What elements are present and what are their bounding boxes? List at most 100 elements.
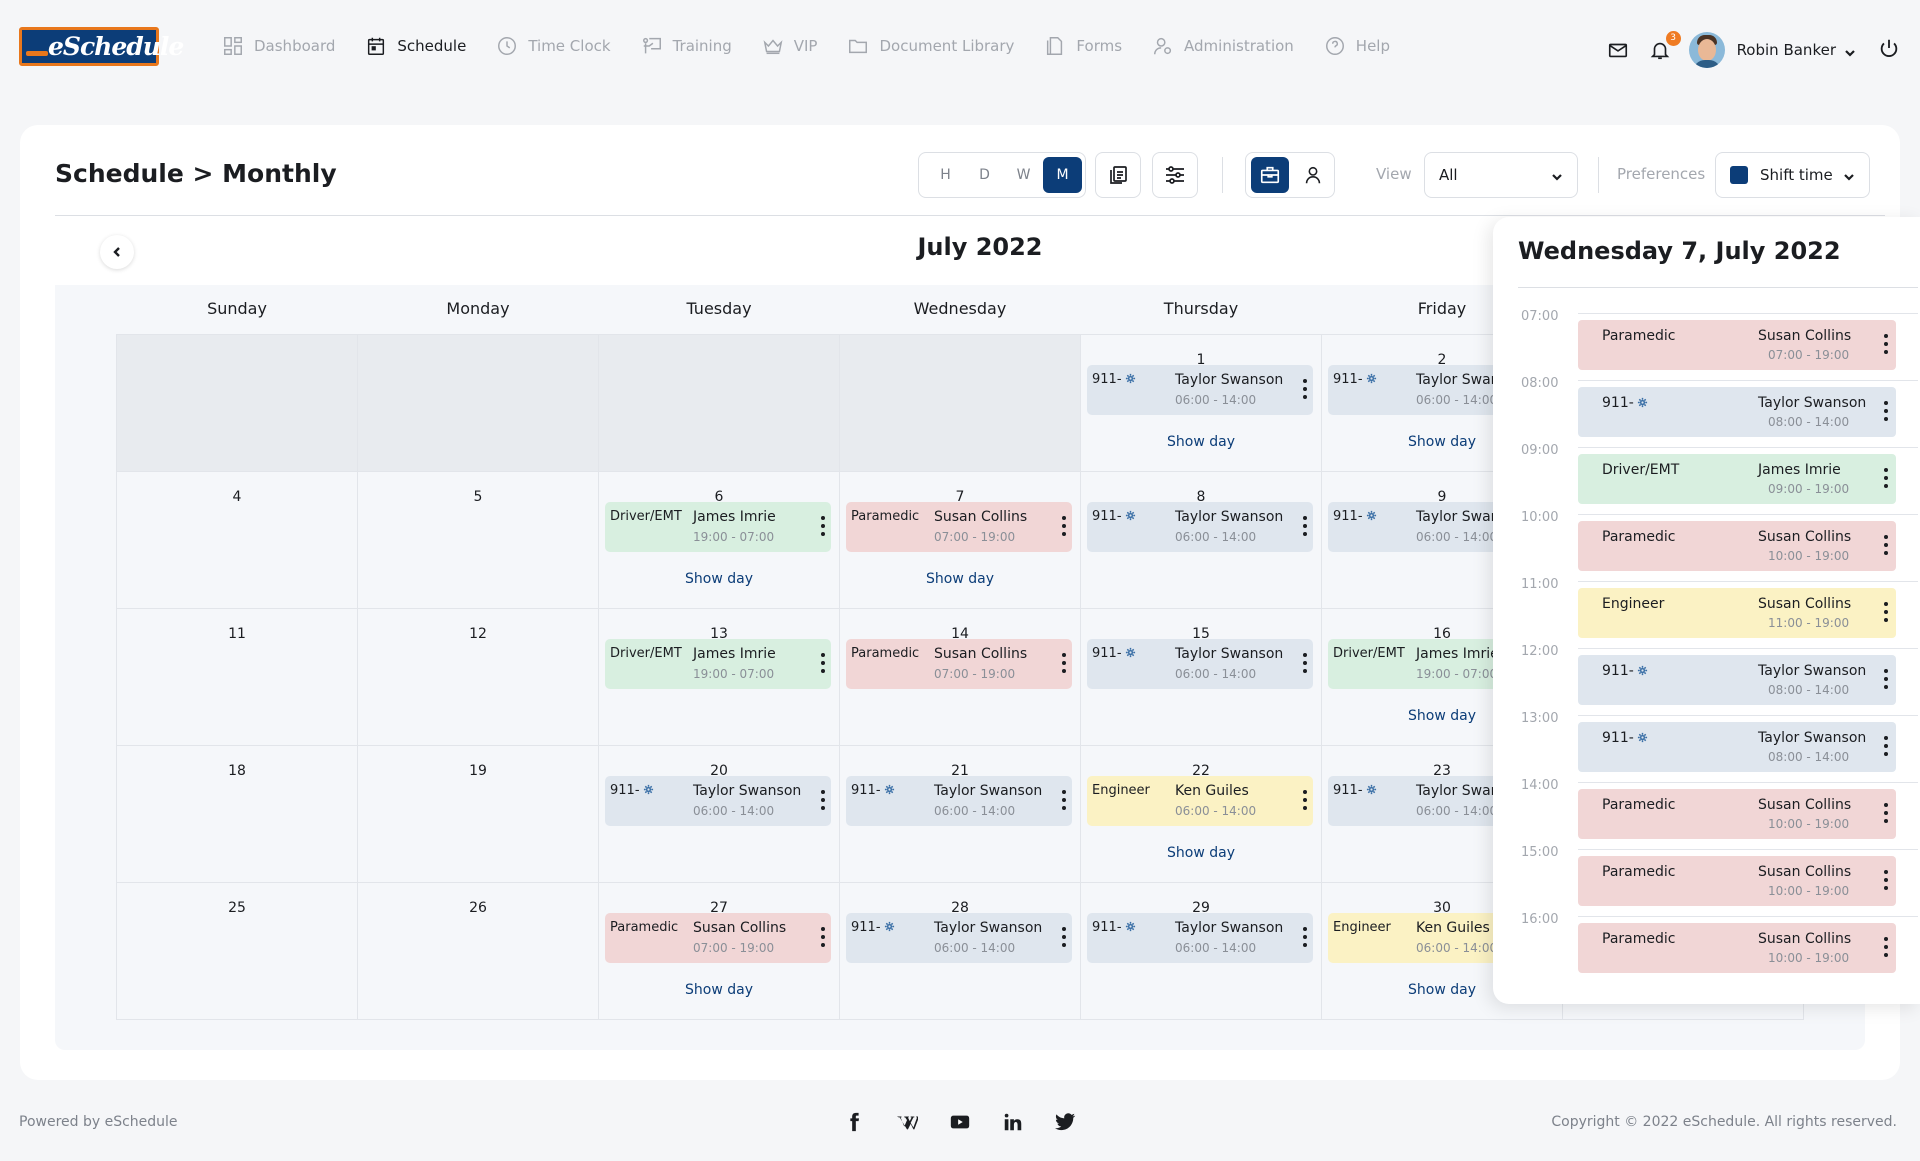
calendar-day-cell[interactable]: 14 Paramedic Susan Collins 07:00 - 19:00 — [840, 609, 1081, 746]
calendar-day-cell[interactable]: 29 911- Taylor Swanson 06:00 - 14:00 — [1081, 883, 1322, 1020]
show-day-link[interactable]: Show day — [1408, 434, 1476, 450]
day-shift-chip[interactable]: Engineer Susan Collins 11:00 - 19:00 — [1578, 588, 1896, 638]
facebook-icon[interactable] — [840, 1108, 868, 1136]
day-shift-chip[interactable]: Paramedic Susan Collins 10:00 - 19:00 — [1578, 923, 1896, 973]
more-options-icon[interactable] — [1303, 927, 1307, 949]
day-shift-chip[interactable]: 911- Taylor Swanson 08:00 - 14:00 — [1578, 655, 1896, 705]
more-options-icon[interactable] — [1303, 790, 1307, 812]
briefcase-toggle[interactable] — [1251, 157, 1289, 193]
more-options-icon[interactable] — [1884, 803, 1888, 825]
shift-chip[interactable]: Paramedic Susan Collins 07:00 - 19:00 — [846, 639, 1072, 689]
more-options-icon[interactable] — [1884, 736, 1888, 758]
user-name[interactable]: Robin Banker — [1736, 41, 1836, 59]
avatar[interactable] — [1688, 32, 1725, 68]
more-options-icon[interactable] — [1303, 653, 1307, 675]
messages-button[interactable] — [1605, 37, 1631, 63]
day-shift-chip[interactable]: 911- Taylor Swanson 08:00 - 14:00 — [1578, 387, 1896, 437]
nav-time-clock[interactable]: Time Clock — [496, 35, 611, 57]
show-day-link[interactable]: Show day — [685, 571, 753, 587]
more-options-icon[interactable] — [1303, 516, 1307, 538]
nav-document-library[interactable]: Document Library — [847, 35, 1014, 57]
linkedin-icon[interactable] — [999, 1108, 1027, 1136]
notifications-button[interactable]: 3 — [1647, 31, 1681, 63]
calendar-day-cell[interactable]: 15 911- Taylor Swanson 06:00 - 14:00 — [1081, 609, 1322, 746]
calendar-day-cell[interactable]: 7 Paramedic Susan Collins 07:00 - 19:00 Show… — [840, 472, 1081, 609]
view-mode-month[interactable]: M — [1043, 157, 1082, 193]
calendar-day-cell[interactable]: 18 — [117, 746, 358, 883]
shift-chip[interactable]: 911- Taylor Swanson 06:00 - 14:00 — [1087, 913, 1313, 963]
more-options-icon[interactable] — [1884, 937, 1888, 959]
calendar-day-cell[interactable]: 11 — [117, 609, 358, 746]
calendar-day-cell[interactable]: 28 911- Taylor Swanson 06:00 - 14:00 — [840, 883, 1081, 1020]
more-options-icon[interactable] — [821, 927, 825, 949]
nav-dashboard[interactable]: Dashboard — [222, 35, 335, 57]
calendar-day-cell[interactable]: 25 — [117, 883, 358, 1020]
more-options-icon[interactable] — [1884, 468, 1888, 490]
calendar-day-cell[interactable]: 5 — [358, 472, 599, 609]
more-options-icon[interactable] — [821, 653, 825, 675]
day-shift-chip[interactable]: Driver/EMT James Imrie 09:00 - 19:00 — [1578, 454, 1896, 504]
view-mode-week[interactable]: W — [1016, 167, 1031, 183]
day-shift-chip[interactable]: Paramedic Susan Collins 07:00 - 19:00 — [1578, 320, 1896, 370]
shift-chip[interactable]: Driver/EMT James Imrie 19:00 - 07:00 — [605, 502, 831, 552]
nav-training[interactable]: Training — [641, 35, 732, 57]
shift-chip[interactable]: Driver/EMT James Imrie 19:00 - 07:00 — [605, 639, 831, 689]
calendar-day-cell[interactable]: 8 911- Taylor Swanson 06:00 - 14:00 — [1081, 472, 1322, 609]
shift-chip[interactable]: 911- Taylor Swanson 06:00 - 14:00 — [846, 776, 1072, 826]
person-toggle[interactable] — [1294, 157, 1332, 193]
more-options-icon[interactable] — [1884, 334, 1888, 356]
more-options-icon[interactable] — [1884, 870, 1888, 892]
preferences-select[interactable]: Shift time — [1715, 152, 1870, 198]
view-mode-day[interactable]: D — [979, 167, 990, 183]
shift-chip[interactable]: 911- Taylor Swanson 06:00 - 14:00 — [846, 913, 1072, 963]
shift-chip[interactable]: Paramedic Susan Collins 07:00 - 19:00 — [846, 502, 1072, 552]
view-select[interactable]: All — [1424, 152, 1578, 198]
more-options-icon[interactable] — [1884, 669, 1888, 691]
more-options-icon[interactable] — [1062, 516, 1066, 538]
day-shift-chip[interactable]: Paramedic Susan Collins 10:00 - 19:00 — [1578, 521, 1896, 571]
nav-administration[interactable]: Administration — [1152, 35, 1294, 57]
show-day-link[interactable]: Show day — [1167, 845, 1235, 861]
more-options-icon[interactable] — [1884, 535, 1888, 557]
nav-forms[interactable]: Forms — [1044, 35, 1122, 57]
show-day-link[interactable]: Show day — [1167, 434, 1235, 450]
chevron-down-icon[interactable] — [1844, 44, 1856, 57]
power-icon[interactable] — [1878, 37, 1900, 63]
calendar-day-cell[interactable]: 12 — [358, 609, 599, 746]
more-options-icon[interactable] — [1303, 379, 1307, 401]
calendar-day-cell[interactable]: 1 911- Taylor Swanson 06:00 - 14:00 Show day — [1081, 335, 1322, 472]
show-day-link[interactable]: Show day — [685, 982, 753, 998]
nav-help[interactable]: Help — [1324, 35, 1390, 57]
shift-chip[interactable]: 911- Taylor Swanson 06:00 - 14:00 — [1087, 365, 1313, 415]
calendar-day-cell[interactable]: 4 — [117, 472, 358, 609]
show-day-link[interactable]: Show day — [926, 571, 994, 587]
shift-chip[interactable]: 911- Taylor Swanson 06:00 - 14:00 — [1087, 639, 1313, 689]
day-shift-chip[interactable]: 911- Taylor Swanson 08:00 - 14:00 — [1578, 722, 1896, 772]
shift-chip[interactable]: Paramedic Susan Collins 07:00 - 19:00 — [605, 913, 831, 963]
day-shift-chip[interactable]: Paramedic Susan Collins 10:00 - 19:00 — [1578, 856, 1896, 906]
shift-chip[interactable]: 911- Taylor Swanson 06:00 - 14:00 — [1087, 502, 1313, 552]
calendar-day-cell[interactable]: 6 Driver/EMT James Imrie 19:00 - 07:00 Show … — [599, 472, 840, 609]
more-options-icon[interactable] — [1884, 401, 1888, 423]
previous-month-button[interactable] — [100, 235, 134, 269]
more-options-icon[interactable] — [821, 790, 825, 812]
view-mode-hour[interactable]: H — [940, 167, 951, 183]
calendar-day-cell[interactable]: 26 — [358, 883, 599, 1020]
nav-vip[interactable]: VIP — [762, 35, 817, 57]
wikipedia-icon[interactable] — [893, 1108, 921, 1136]
shift-chip[interactable]: Engineer Ken Guiles 06:00 - 14:00 — [1087, 776, 1313, 826]
calendar-day-cell[interactable]: 19 — [358, 746, 599, 883]
more-options-icon[interactable] — [821, 516, 825, 538]
calendar-day-cell[interactable]: 27 Paramedic Susan Collins 07:00 - 19:00 Sho… — [599, 883, 840, 1020]
copy-button[interactable] — [1095, 152, 1141, 198]
filter-settings-button[interactable] — [1152, 152, 1198, 198]
calendar-day-cell[interactable]: 13 Driver/EMT James Imrie 19:00 - 07:00 — [599, 609, 840, 746]
show-day-link[interactable]: Show day — [1408, 708, 1476, 724]
calendar-day-cell[interactable]: 21 911- Taylor Swanson 06:00 - 14:00 — [840, 746, 1081, 883]
eschedule-logo[interactable]: eSchedule — [19, 27, 184, 66]
twitter-icon[interactable] — [1052, 1108, 1080, 1136]
calendar-day-cell[interactable]: 22 Engineer Ken Guiles 06:00 - 14:00 Show da… — [1081, 746, 1322, 883]
more-options-icon[interactable] — [1884, 602, 1888, 624]
more-options-icon[interactable] — [1062, 927, 1066, 949]
youtube-icon[interactable] — [946, 1108, 974, 1136]
